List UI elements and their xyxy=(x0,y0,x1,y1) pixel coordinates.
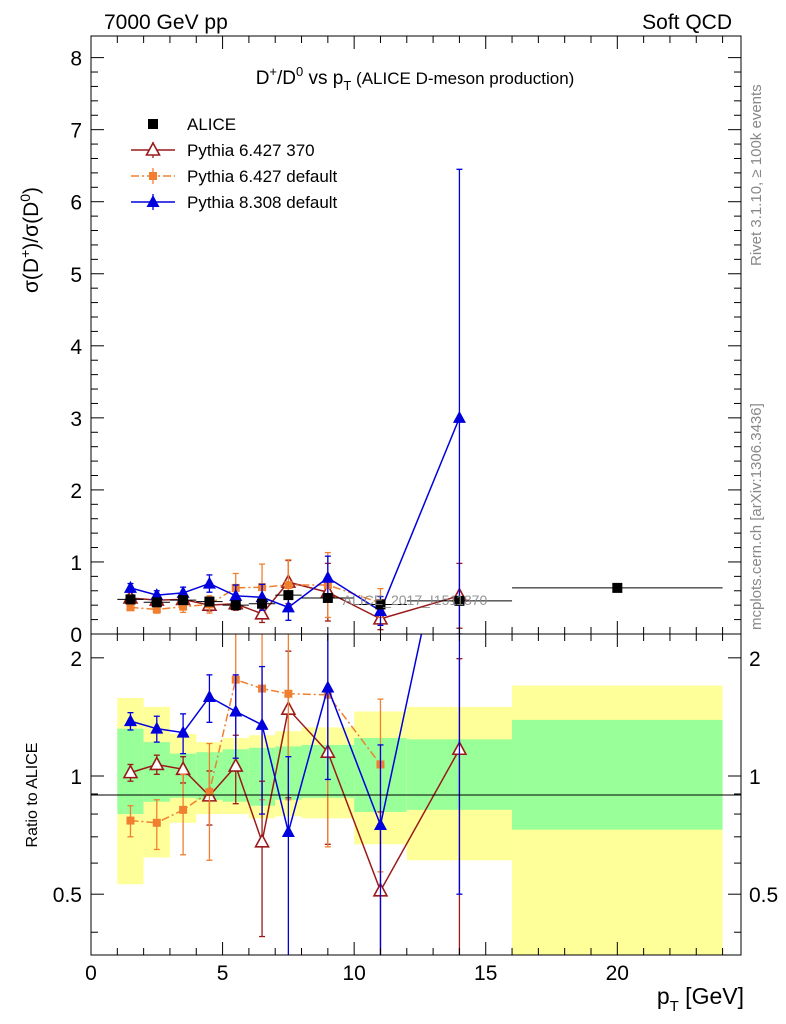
header-energy: 7000 GeV pp xyxy=(104,11,228,34)
ratio-point xyxy=(284,689,293,698)
data-point xyxy=(179,602,188,611)
ratio-point xyxy=(227,757,244,772)
data-point xyxy=(123,580,137,593)
alice-point xyxy=(283,590,294,601)
alice-point xyxy=(204,596,215,607)
data-point xyxy=(152,605,161,614)
legend-marker xyxy=(146,195,160,207)
data-point xyxy=(254,605,270,620)
ratio-point xyxy=(122,763,139,779)
ratio-point xyxy=(152,818,161,827)
ratio-point xyxy=(126,816,135,825)
ratio-point xyxy=(148,755,165,771)
data-point xyxy=(202,576,216,589)
data-point xyxy=(126,603,135,612)
alice-point xyxy=(322,592,333,603)
alice-point xyxy=(230,600,241,611)
x-tick-label: 10 xyxy=(342,962,365,985)
y-tick-label: 1 xyxy=(70,552,82,575)
alice-point xyxy=(125,594,136,605)
ratio-point xyxy=(150,721,164,734)
legend-label: Pythia 6.427 default xyxy=(187,167,338,186)
header-process: Soft QCD xyxy=(642,11,732,34)
ratio-tick-label-right: 2 xyxy=(749,648,761,671)
y-axis-label: σ(D+)/σ(D0) xyxy=(17,187,43,293)
y-tick-label: 0 xyxy=(70,624,82,647)
ratio-panel-series xyxy=(122,634,468,955)
ratio-y-label: Ratio to ALICE xyxy=(24,743,41,848)
ratio-tick-label-left: 2 xyxy=(70,648,82,671)
ratio-tick-label-left: 1 xyxy=(70,766,82,789)
ratio-point xyxy=(254,833,270,848)
y-tick-label: 6 xyxy=(70,192,82,215)
data-point xyxy=(176,585,190,598)
legend: ALICE Pythia 6.427 370 Pythia 6.427 defaul… xyxy=(131,115,338,212)
band-green xyxy=(512,719,723,830)
ratio-point xyxy=(176,725,190,738)
data-point xyxy=(229,588,243,601)
data-point xyxy=(373,603,387,616)
data-point xyxy=(281,600,295,613)
ratio-point xyxy=(205,788,214,797)
data-point xyxy=(452,410,466,423)
legend-marker xyxy=(148,119,158,129)
data-point xyxy=(150,588,164,601)
rivet-label: Rivet 3.1.10, ≥ 100k events xyxy=(748,84,765,266)
ratio-point xyxy=(229,704,243,717)
series-line xyxy=(130,584,381,611)
ratio-tick-label-left: 0.5 xyxy=(53,884,82,907)
chart-title: D+/D0 vs pT (ALICE D-meson production) xyxy=(256,64,575,93)
main-panel-series xyxy=(117,168,723,634)
x-tick-label: 0 xyxy=(85,962,97,985)
legend-label: ALICE xyxy=(187,115,236,134)
y-tick-label: 4 xyxy=(70,336,82,359)
alice-point xyxy=(257,598,268,609)
ratio-line xyxy=(130,634,423,836)
x-axis-label: pT [GeV] xyxy=(657,983,744,1015)
ratio-line xyxy=(130,678,382,824)
ratio-point xyxy=(123,714,137,727)
ratio-point xyxy=(321,680,335,693)
y-tick-label: 5 xyxy=(70,264,82,287)
alice-point xyxy=(151,597,162,608)
axes: 0 5 10 15 20 0 1 2 3 4 5 6 7 8 0.5 0.5 1 1 2 2 xyxy=(53,36,778,985)
x-tick-label: 15 xyxy=(474,962,497,985)
alice-point xyxy=(375,599,386,610)
ratio-point xyxy=(281,825,295,838)
alice-point xyxy=(612,582,623,593)
x-tick-label: 20 xyxy=(606,962,629,985)
x-tick-label: 5 xyxy=(217,962,229,985)
ratio-line xyxy=(130,707,461,893)
ratio-point xyxy=(179,805,188,814)
legend-marker xyxy=(149,172,157,180)
alice-point xyxy=(454,595,465,606)
y-tick-label: 7 xyxy=(70,120,82,143)
ratio-tick-label-right: 1 xyxy=(749,766,761,789)
data-point xyxy=(321,570,335,583)
y-tick-label: 3 xyxy=(70,408,82,431)
y-tick-label: 8 xyxy=(70,48,82,71)
ratio-point xyxy=(202,689,216,702)
ratio-point xyxy=(373,818,387,831)
alice-point xyxy=(178,595,189,606)
ratio-tick-label-right: 0.5 xyxy=(749,884,778,907)
y-tick-label: 2 xyxy=(70,480,82,503)
mcplots-label: mcplots.cern.ch [arXiv:1306.3436] xyxy=(748,403,765,630)
watermark: ALICE_2017_I1511870 xyxy=(343,592,488,608)
series-line xyxy=(130,417,461,613)
legend-marker xyxy=(145,141,161,156)
ratio-point xyxy=(255,717,269,730)
legend-label: Pythia 8.308 default xyxy=(187,193,338,212)
data-point xyxy=(284,581,293,590)
legend-label: Pythia 6.427 370 xyxy=(187,141,315,160)
